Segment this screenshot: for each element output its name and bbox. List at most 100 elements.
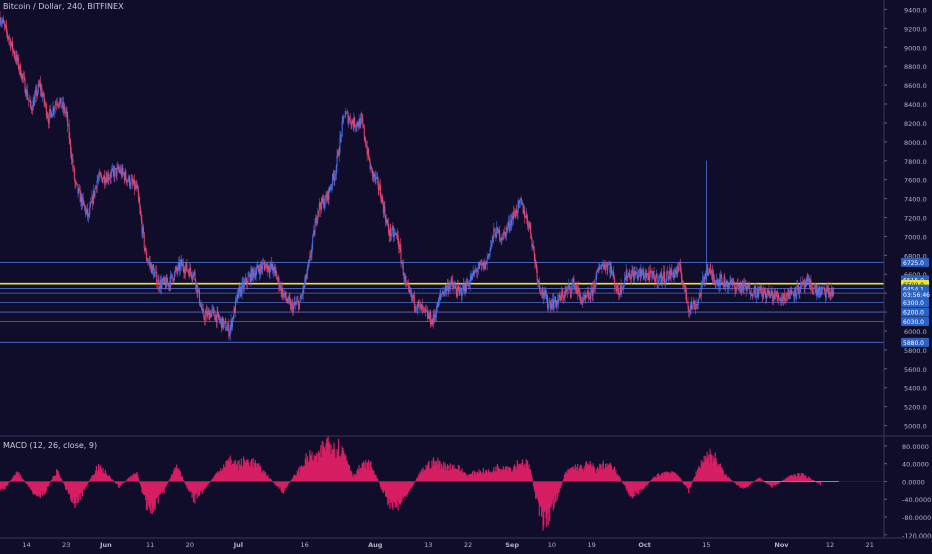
macd-bar (118, 481, 120, 489)
macd-bar (309, 450, 311, 482)
candle-body (639, 269, 641, 277)
macd-bar (476, 474, 478, 482)
candle-body (455, 287, 457, 293)
candle-body (257, 265, 259, 268)
candle-body (335, 175, 337, 176)
macd-bar (125, 480, 127, 482)
candle-body (797, 284, 799, 294)
candle-body (295, 303, 297, 305)
macd-bar (729, 478, 731, 482)
candle-body (236, 294, 238, 299)
candle-body (86, 208, 88, 211)
macd-bar (139, 481, 142, 485)
candle-body (624, 277, 626, 283)
time-axis[interactable]: 14 23 Jun 11 20 Jul 16 Aug 13 22 Sep 10 19 Oct 15 Nov 12… (22, 541, 874, 549)
macd-bar (649, 480, 652, 482)
macd-bar (478, 469, 480, 482)
macd-bar (50, 481, 52, 482)
macd-bar (660, 473, 663, 482)
candle-body (395, 233, 397, 234)
macd-bar (272, 481, 274, 482)
candle-body (288, 296, 290, 300)
price-tick-label: 5000.0 (904, 423, 927, 431)
candle-body (632, 270, 634, 273)
candle-body (469, 279, 471, 286)
macd-bar (552, 481, 554, 500)
candle-body (153, 269, 155, 278)
macd-bar (228, 462, 231, 482)
macd-bar (712, 455, 714, 482)
candle-body (338, 152, 340, 157)
candle-body (43, 93, 45, 103)
candle-body (702, 277, 704, 285)
macd-bar (801, 473, 803, 482)
price-label-badge (901, 307, 929, 317)
candle-body (745, 287, 747, 291)
macd-bar (443, 461, 445, 482)
candle-body (676, 269, 678, 274)
macd-bar (671, 471, 674, 482)
price-tick-label: 5800.0 (904, 347, 927, 355)
macd-bar (48, 481, 50, 484)
candle-body (310, 255, 312, 258)
candle-body (659, 276, 661, 278)
candle-body (479, 263, 481, 264)
candle-body (143, 233, 145, 249)
candle-body (588, 292, 590, 298)
candle-body (171, 274, 173, 278)
candle-body (691, 302, 693, 307)
price-tick-label: 9000.0 (904, 44, 927, 52)
candle-body (34, 92, 36, 97)
candle-body (215, 315, 217, 321)
macd-bar (415, 479, 418, 482)
macd-bar (722, 470, 724, 482)
candle-body (530, 233, 532, 239)
macd-bar (469, 474, 471, 482)
macd-bar (688, 481, 691, 488)
macd-bar (695, 471, 697, 482)
candle-body (602, 264, 604, 265)
macd-bar (527, 468, 529, 482)
candle-body (432, 314, 434, 324)
macd-bar (772, 481, 774, 486)
candle-body (129, 185, 131, 187)
macd-bar (53, 475, 56, 482)
candle-body (611, 273, 613, 274)
macd-bar (704, 461, 706, 482)
candle-body (700, 284, 702, 297)
macd-bar (629, 481, 631, 497)
candle-body (771, 289, 773, 295)
macd-bar (243, 459, 245, 482)
macd-bar (392, 481, 394, 511)
macd-bar (17, 473, 19, 482)
candle-body (806, 278, 808, 281)
candle-body (205, 310, 207, 314)
macd-bar (184, 481, 186, 483)
candle-body (335, 166, 337, 176)
time-tick-label: Jul (233, 541, 243, 549)
macd-bar (140, 481, 142, 488)
time-tick-label: 16 (300, 541, 308, 549)
macd-bar (195, 481, 197, 495)
macd-bar (660, 475, 662, 482)
macd-bar (198, 481, 200, 497)
macd-bar (564, 473, 566, 482)
candle-body (73, 167, 75, 180)
macd-bar (85, 481, 87, 488)
candle-body (712, 274, 714, 279)
macd-bar (60, 478, 62, 482)
macd-bar (136, 472, 138, 482)
candle-body (499, 239, 501, 241)
candle-body (689, 309, 691, 312)
macd-bar (565, 471, 568, 482)
candle-body (417, 301, 419, 309)
candle-body (22, 74, 24, 78)
candle-body (365, 146, 367, 148)
candle-body (433, 314, 435, 318)
candle-body (557, 300, 559, 304)
candle-body (207, 310, 209, 312)
candle-body (69, 139, 71, 141)
candle-body (223, 322, 225, 328)
price-tick-label: 7400.0 (904, 196, 927, 204)
